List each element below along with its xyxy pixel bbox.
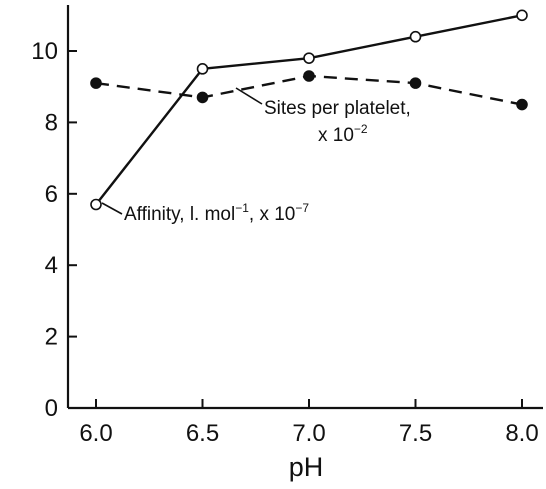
y-tick-label: 2 bbox=[45, 324, 58, 351]
y-tick-label: 4 bbox=[45, 252, 58, 279]
y-tick-label: 8 bbox=[45, 109, 58, 136]
annotation-sites-line1: Sites per platelet, bbox=[264, 98, 411, 119]
data-point-sites bbox=[409, 77, 422, 89]
annotation-affinity-sup2: −7 bbox=[295, 201, 309, 215]
data-point-sites bbox=[516, 98, 528, 111]
data-point-affinity bbox=[516, 9, 528, 22]
data-point-affinity bbox=[90, 198, 102, 211]
annotation-sites-line2-sup: −2 bbox=[354, 122, 368, 136]
data-point-sites bbox=[90, 77, 102, 89]
data-point-sites bbox=[303, 70, 315, 82]
annotation-sites-line2-main: x 10 bbox=[318, 125, 354, 146]
y-ticks: 0 2 4 6 8 10 bbox=[31, 38, 77, 422]
x-axis-title: pH bbox=[289, 452, 324, 482]
annotation-affinity-leader bbox=[101, 202, 123, 215]
x-tick-label: 6.5 bbox=[186, 420, 219, 447]
annotation-affinity-main: Affinity, l. mol bbox=[124, 204, 235, 225]
series-layer bbox=[90, 9, 528, 211]
axes: 0 2 4 6 8 10 6.0 6.5 7.0 7.5 8.0 bbox=[31, 5, 543, 447]
data-point-affinity bbox=[303, 52, 315, 64]
annotation-affinity: Affinity, l. mol−1, x 10−7 bbox=[101, 201, 309, 225]
annotation-sites-line2: x 10−2 bbox=[318, 122, 368, 146]
y-tick-label: 6 bbox=[45, 181, 58, 208]
annotation-affinity-label: Affinity, l. mol−1, x 10−7 bbox=[124, 201, 309, 225]
x-ticks: 6.0 6.5 7.0 7.5 8.0 bbox=[79, 399, 539, 447]
data-point-sites bbox=[196, 91, 209, 104]
annotation-affinity-mid: , x 10 bbox=[249, 204, 295, 225]
x-tick-label: 6.0 bbox=[79, 420, 112, 447]
annotation-sites-leader bbox=[235, 87, 263, 105]
y-tick-label: 10 bbox=[31, 38, 58, 65]
annotation-affinity-sup1: −1 bbox=[235, 201, 249, 215]
data-point-affinity bbox=[196, 63, 209, 75]
annotation-sites: Sites per platelet, x 10−2 bbox=[235, 87, 411, 146]
x-tick-label: 7.0 bbox=[292, 420, 325, 447]
x-tick-label: 8.0 bbox=[505, 420, 538, 447]
data-point-affinity bbox=[409, 30, 422, 43]
x-tick-label: 7.5 bbox=[399, 420, 432, 447]
y-tick-label: 0 bbox=[45, 395, 58, 422]
